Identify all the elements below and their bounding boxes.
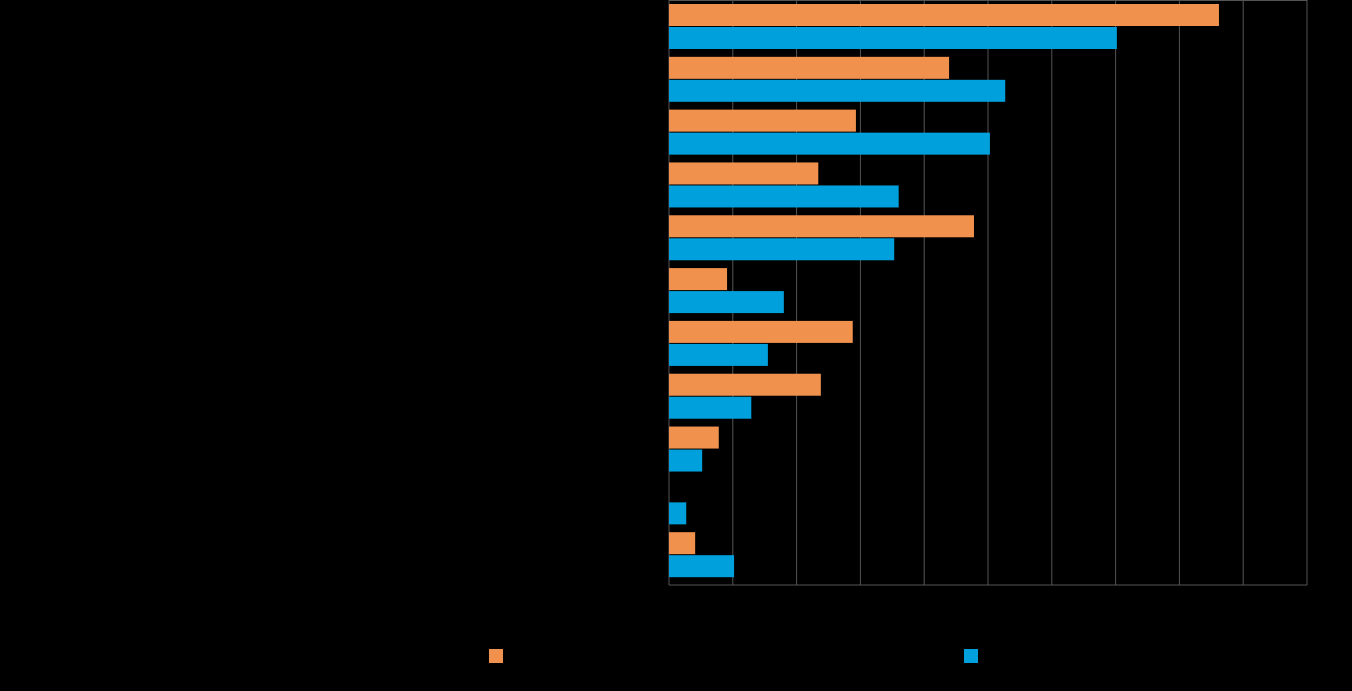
bar (669, 396, 752, 419)
bar (669, 449, 703, 472)
bar (669, 373, 821, 396)
bar (669, 109, 856, 132)
bar (669, 268, 728, 291)
bar (669, 132, 990, 155)
bar (669, 56, 950, 79)
bar (669, 215, 974, 238)
bar (669, 502, 687, 525)
bar (669, 185, 899, 208)
bar (669, 79, 1006, 102)
bar (669, 343, 768, 366)
bar (669, 426, 719, 449)
legend-swatch (964, 649, 978, 663)
bar (669, 555, 735, 578)
bar (669, 320, 853, 343)
bar (669, 4, 1219, 26)
bar (669, 532, 696, 555)
bar (669, 291, 784, 314)
bar (669, 27, 1117, 49)
bar (669, 238, 895, 261)
bar (669, 162, 819, 185)
legend-swatch (489, 649, 503, 663)
